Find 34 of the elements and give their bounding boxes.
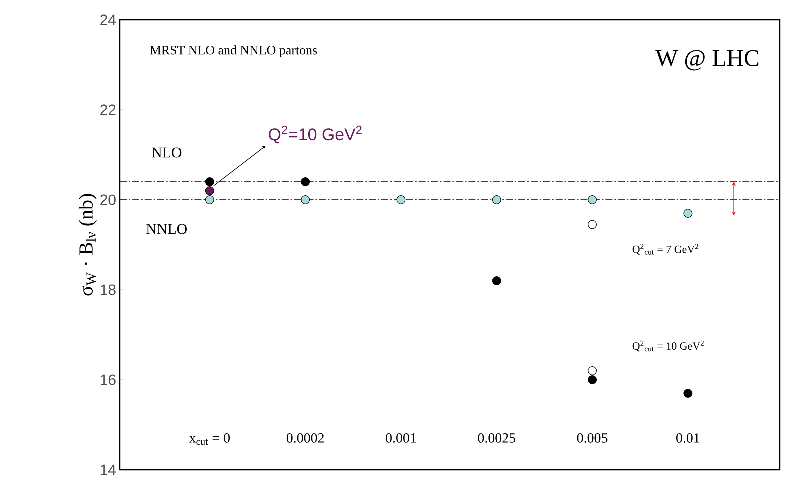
y-tick-label: 20 — [100, 194, 116, 206]
point — [588, 376, 598, 384]
point — [301, 178, 310, 186]
annotation: Q$^{2}$=10 GeV$^{2}$ — [269, 126, 362, 144]
annotation: W @ LHC — [656, 50, 759, 71]
annotation: Q$^{2}$$_{cut}$ = 10 GeV$^{2}$ — [632, 340, 704, 352]
point — [588, 220, 598, 230]
point — [684, 209, 693, 218]
y-tick-label: 24 — [100, 14, 116, 26]
annotation: NNLO — [146, 224, 188, 234]
x-tick-label: 0.0025 — [478, 434, 516, 443]
point — [205, 178, 214, 186]
x-tick-label: 0.001 — [386, 434, 416, 443]
point — [396, 196, 406, 204]
point — [684, 389, 693, 398]
x-tick-label: x$_{cut}$ = 0 — [189, 434, 230, 446]
x-tick-label: 0.0002 — [286, 434, 324, 443]
y-axis-title: σ$_{W}$ · B$_{lν}$ (nb) — [78, 194, 98, 296]
annotation: MRST NLO and NNLO partons — [150, 46, 318, 58]
annotation: NLO — [152, 148, 182, 158]
y-tick-label: 16 — [101, 374, 116, 386]
x-tick-label: 0.005 — [577, 434, 608, 443]
point — [301, 196, 310, 204]
point — [588, 196, 598, 204]
point — [588, 366, 598, 376]
y-tick-label: 18 — [101, 284, 116, 296]
point — [205, 186, 214, 196]
x-tick-label: 0.01 — [676, 434, 700, 443]
point — [492, 196, 502, 204]
point — [205, 196, 214, 204]
y-tick-label: 14 — [101, 464, 116, 476]
y-tick-label: 22 — [100, 104, 116, 116]
annotation: Q$^{2}$$_{cut}$ = 7 GeV$^{2}$ — [632, 244, 698, 255]
point — [492, 276, 502, 286]
